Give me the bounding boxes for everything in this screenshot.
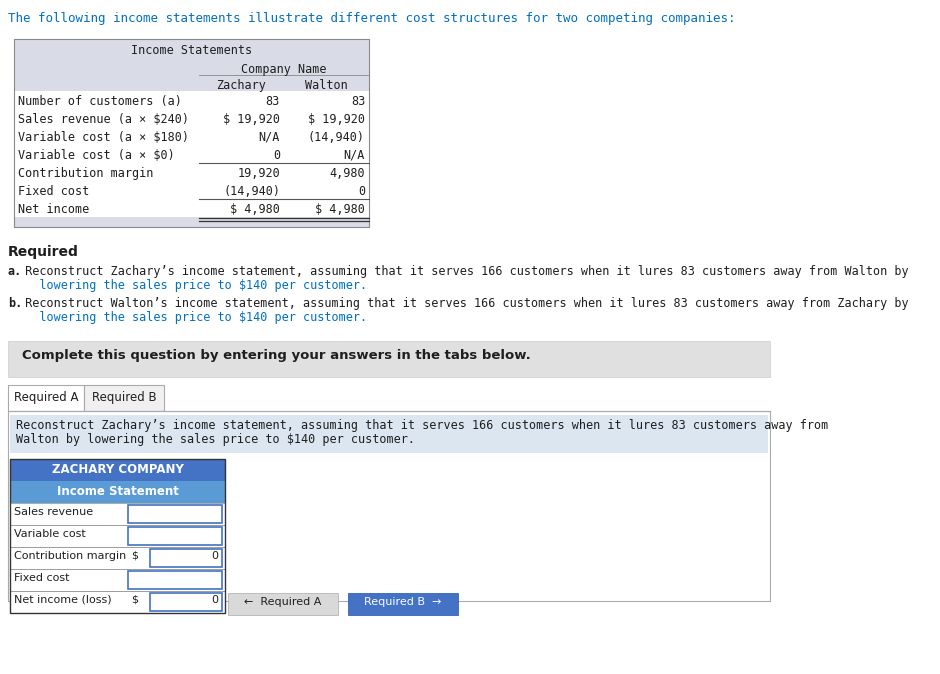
Bar [14, 39, 369, 227]
Text: Company Name: Company Name [242, 63, 327, 76]
Text: (14,940): (14,940) [223, 185, 280, 198]
Bar [128, 571, 222, 589]
Bar [14, 91, 369, 109]
Text: Sales revenue: Sales revenue [14, 507, 93, 517]
Text: Walton: Walton [306, 79, 348, 92]
Text: Income Statement: Income Statement [56, 485, 179, 498]
Bar [128, 527, 222, 545]
Text: Required A: Required A [14, 391, 78, 404]
Text: Required B  →: Required B → [365, 597, 442, 607]
Text: The following income statements illustrate different cost structures for two com: The following income statements illustra… [8, 12, 735, 25]
Bar [348, 593, 458, 615]
Text: Complete this question by entering your answers in the tabs below.: Complete this question by entering your … [22, 349, 531, 362]
Text: Variable cost: Variable cost [14, 529, 86, 539]
Text: Zachary: Zachary [216, 79, 266, 92]
Bar [10, 525, 225, 547]
Text: $ 19,920: $ 19,920 [308, 113, 365, 126]
Text: $: $ [131, 551, 138, 561]
Bar [14, 127, 369, 145]
Text: Net income: Net income [18, 203, 89, 216]
Text: Contribution margin: Contribution margin [18, 167, 153, 180]
Bar [14, 145, 369, 163]
Bar [128, 505, 222, 523]
Text: Walton by lowering the sales price to $140 per customer.: Walton by lowering the sales price to $1… [16, 433, 415, 446]
Bar [150, 549, 222, 567]
Text: Fixed cost: Fixed cost [18, 185, 89, 198]
Bar [84, 385, 164, 411]
Bar [8, 341, 770, 377]
Bar [14, 181, 369, 199]
Text: 0: 0 [358, 185, 365, 198]
Text: Number of customers (a): Number of customers (a) [18, 95, 181, 108]
Text: 83: 83 [266, 95, 280, 108]
Bar [14, 39, 369, 227]
Text: Variable cost (a × $180): Variable cost (a × $180) [18, 131, 189, 144]
Text: 0: 0 [211, 595, 218, 605]
Bar [14, 109, 369, 127]
Bar [8, 411, 770, 601]
Bar [150, 593, 222, 611]
Text: ZACHARY COMPANY: ZACHARY COMPANY [52, 463, 183, 476]
Text: Required B: Required B [92, 391, 156, 404]
Text: 4,980: 4,980 [329, 167, 365, 180]
Text: Sales revenue (a × $240): Sales revenue (a × $240) [18, 113, 189, 126]
Bar [14, 163, 369, 181]
Text: N/A: N/A [258, 131, 280, 144]
Text: Reconstruct Zachary’s income statement, assuming that it serves 166 customers wh: Reconstruct Zachary’s income statement, … [16, 419, 828, 432]
Bar [8, 385, 84, 411]
Text: $ 19,920: $ 19,920 [223, 113, 280, 126]
Text: Variable cost (a × $0): Variable cost (a × $0) [18, 149, 175, 162]
Text: b.: b. [8, 297, 23, 310]
Bar [10, 459, 225, 481]
Text: $ 4,980: $ 4,980 [230, 203, 280, 216]
Text: (14,940): (14,940) [308, 131, 365, 144]
Text: Required: Required [8, 245, 79, 259]
Bar [10, 591, 225, 613]
Bar [10, 415, 768, 453]
Text: $ 4,980: $ 4,980 [315, 203, 365, 216]
Text: lowering the sales price to $140 per customer.: lowering the sales price to $140 per cus… [18, 311, 368, 324]
Text: Reconstruct Walton’s income statement, assuming that it serves 166 customers whe: Reconstruct Walton’s income statement, a… [18, 297, 909, 310]
Text: Fixed cost: Fixed cost [14, 573, 70, 583]
Text: N/A: N/A [344, 149, 365, 162]
Text: 0: 0 [273, 149, 280, 162]
Text: Reconstruct Zachary’s income statement, assuming that it serves 166 customers wh: Reconstruct Zachary’s income statement, … [18, 265, 909, 278]
Text: Net income (loss): Net income (loss) [14, 595, 112, 605]
Text: ←  Required A: ← Required A [244, 597, 321, 607]
Bar [10, 569, 225, 591]
Bar [10, 547, 225, 569]
Bar [10, 481, 225, 503]
Text: $: $ [131, 595, 138, 605]
Bar [14, 199, 369, 217]
Text: 0: 0 [211, 551, 218, 561]
Text: Income Statements: Income Statements [131, 44, 252, 57]
Text: 19,920: 19,920 [237, 167, 280, 180]
Bar [10, 459, 225, 613]
Text: a.: a. [8, 265, 23, 278]
Bar [228, 593, 338, 615]
Text: 83: 83 [351, 95, 365, 108]
Text: Contribution margin: Contribution margin [14, 551, 126, 561]
Bar [10, 503, 225, 525]
Text: lowering the sales price to $140 per customer.: lowering the sales price to $140 per cus… [18, 279, 368, 292]
